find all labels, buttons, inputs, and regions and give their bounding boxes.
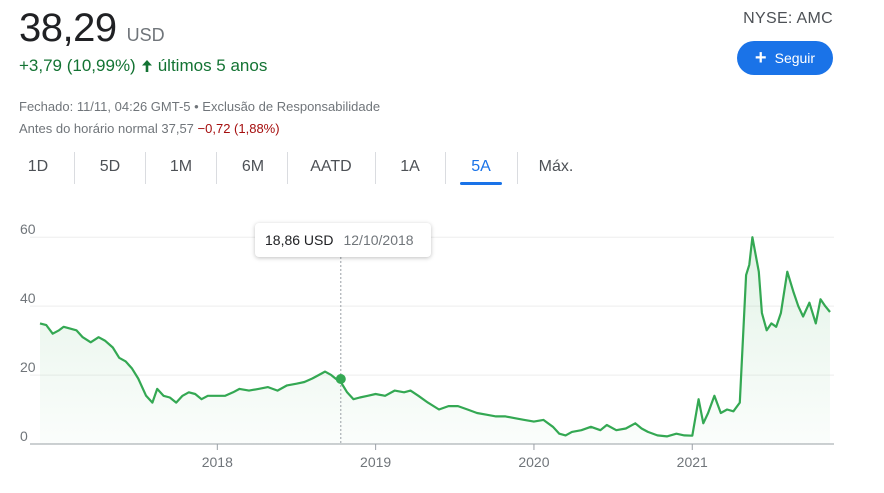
- hover-point: [335, 374, 346, 385]
- follow-button-label: Seguir: [774, 50, 816, 66]
- x-tick-label: 2020: [518, 454, 549, 470]
- y-tick-label: 40: [20, 290, 36, 306]
- tab-separator: [287, 152, 288, 184]
- tab-max[interactable]: Máx.: [538, 158, 574, 175]
- premarket-change: −0,72 (1,88%): [197, 121, 280, 136]
- exchange-ticker: NYSE: AMC: [743, 10, 833, 27]
- tab-6m[interactable]: 6M: [241, 158, 265, 175]
- price-change: +3,79 (10,99%): [19, 56, 136, 75]
- quote-header: 38,29 USD +3,79 (10,99%) últimos 5 anos: [19, 4, 267, 76]
- tab-separator: [517, 152, 518, 184]
- tab-1d[interactable]: 1D: [27, 158, 49, 175]
- tab-separator: [375, 152, 376, 184]
- closed-info: Fechado: 11/11, 04:26 GMT-5 • Exclusão d…: [19, 99, 381, 114]
- price-area-fill: [40, 237, 830, 444]
- y-tick-label: 20: [20, 359, 36, 375]
- range-tabs: 1D 5D 1M 6M AATD 1A 5A Máx.: [0, 149, 620, 185]
- tab-separator: [216, 152, 217, 184]
- y-tick-label: 60: [20, 221, 36, 237]
- premarket-price: 37,57: [161, 121, 194, 136]
- tab-1m[interactable]: 1M: [169, 158, 193, 175]
- x-tick-label: 2021: [677, 454, 708, 470]
- active-tab-indicator: [460, 182, 502, 185]
- tab-separator: [74, 152, 75, 184]
- price-chart[interactable]: 2018 2019 2020 2021 0 20 40 60: [0, 200, 884, 493]
- arrow-up-icon: [141, 60, 152, 72]
- change-period: últimos 5 anos: [157, 56, 268, 75]
- price-change-row: +3,79 (10,99%) últimos 5 anos: [19, 56, 267, 76]
- x-tick-label: 2018: [202, 454, 233, 470]
- tab-5a[interactable]: 5A: [471, 158, 491, 175]
- x-tick-label: 2019: [360, 454, 391, 470]
- price-row: 38,29 USD: [19, 4, 267, 52]
- tab-1a[interactable]: 1A: [400, 158, 420, 175]
- premarket-label: Antes do horário normal: [19, 121, 158, 136]
- follow-button[interactable]: + Seguir: [737, 41, 833, 75]
- y-tick-label: 0: [20, 428, 28, 444]
- quote-meta: Fechado: 11/11, 04:26 GMT-5 • Exclusão d…: [19, 96, 380, 140]
- tab-separator: [445, 152, 446, 184]
- current-price: 38,29: [19, 6, 117, 50]
- chart-tooltip: 18,86 USD 12/10/2018: [255, 223, 431, 257]
- tab-5d[interactable]: 5D: [99, 158, 121, 175]
- plus-icon: +: [754, 47, 767, 69]
- currency-label: USD: [126, 25, 165, 45]
- tooltip-price: 18,86 USD: [265, 232, 334, 248]
- tab-aatd[interactable]: AATD: [310, 158, 352, 175]
- tab-separator: [145, 152, 146, 184]
- price-line: [39, 236, 831, 438]
- tooltip-date: 12/10/2018: [343, 232, 414, 248]
- premarket-info: Antes do horário normal 37,57 −0,72 (1,8…: [19, 118, 380, 140]
